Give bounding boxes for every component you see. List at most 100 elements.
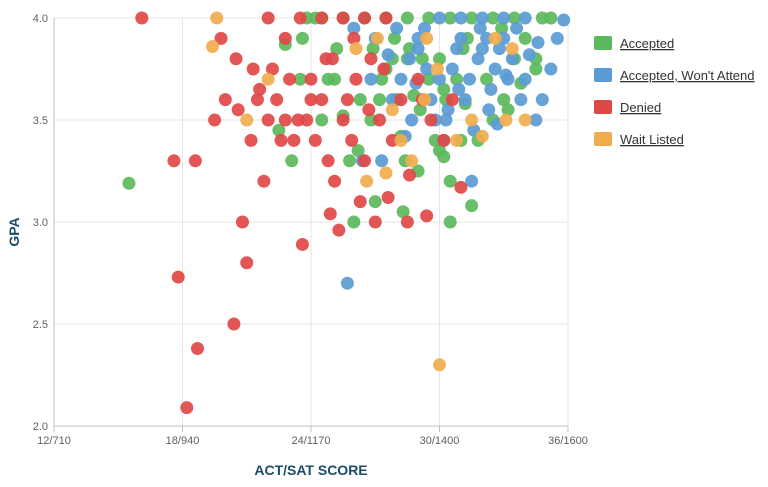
data-point [471,52,485,66]
data-point [390,21,404,35]
data-point [394,133,408,147]
data-point [454,31,468,45]
legend-item[interactable]: Wait Listed [594,132,684,147]
data-point [413,103,427,117]
data-point [420,209,434,223]
data-point [345,133,359,147]
data-point [433,72,446,86]
legend-swatch [594,132,612,146]
data-point [265,62,279,76]
data-point [347,21,361,35]
data-point [261,11,275,25]
data-point [214,31,228,45]
data-point [411,42,425,56]
data-point [473,21,487,35]
data-point [433,11,446,25]
data-point [229,52,243,66]
data-point [388,31,402,45]
data-point [293,72,307,86]
data-point [465,11,479,25]
data-point [443,174,457,188]
data-point [261,72,275,86]
data-point [246,62,260,76]
legend-swatch [594,68,612,82]
data-point [529,62,543,76]
data-point [385,103,399,117]
legend-item[interactable]: Accepted, Won't Attend [594,68,755,83]
data-point [347,31,361,45]
data-point [370,31,384,45]
data-point [518,113,532,127]
y-tick-label: 4.0 [33,13,48,25]
legend-label[interactable]: Wait Listed [620,132,684,147]
data-point [285,154,299,168]
x-axis-ticks: 12/710 18/940 24/1170 30/1400 36/1600 [37,435,588,447]
data-point [218,93,232,107]
legend-label[interactable]: Accepted, Won't Attend [620,68,755,83]
legend-label[interactable]: Accepted [620,36,674,51]
legend-item[interactable]: Accepted [594,36,674,51]
y-axis-ticks: 2.0 2.5 3.0 3.5 4.0 [33,13,48,433]
x-tick-label: 36/1600 [548,435,588,447]
data-point [358,154,372,168]
data-point [180,401,194,415]
data-point [396,205,410,219]
data-point [499,113,513,127]
data-point [433,52,446,66]
data-point [475,42,489,56]
y-tick-label: 3.5 [33,115,48,127]
data-point [550,31,564,45]
chart-legend[interactable]: Accepted Accepted, Won't Attend Denied Wait… [594,36,755,147]
data-point [167,154,181,168]
x-tick-label: 30/1400 [420,435,460,447]
data-point [272,123,286,137]
data-point [518,31,532,45]
data-point [418,21,432,35]
data-point [188,154,202,168]
data-point [347,215,361,229]
data-point [253,82,267,96]
data-point [377,62,391,76]
data-point [462,72,476,86]
data-point [373,113,387,127]
series-2 [135,11,468,415]
data-point [190,341,204,355]
data-point [366,42,380,56]
data-point [422,72,436,86]
data-point [497,93,511,107]
data-point [415,52,429,66]
data-point [368,195,382,209]
data-point [304,72,318,86]
data-point [304,93,318,107]
data-point [244,133,258,147]
data-point [488,62,502,76]
data-point [441,103,455,117]
data-point [250,93,264,107]
data-point [458,93,472,107]
data-point [505,52,519,66]
data-point [495,21,509,35]
data-point [482,103,496,117]
y-tick-label: 2.5 [33,319,48,331]
data-point [373,93,387,107]
data-point [323,207,337,221]
legend-item[interactable]: Denied [594,100,661,115]
data-point [295,31,309,45]
data-point [403,168,417,182]
y-tick-label: 3.0 [33,217,48,229]
data-point [358,11,372,25]
data-point [488,31,502,45]
data-point [418,93,432,107]
data-point [210,11,224,25]
data-point [452,82,466,96]
data-point [475,129,489,143]
data-point [240,113,254,127]
data-point [278,31,292,45]
data-point [443,215,457,229]
data-point [353,93,367,107]
data-point [332,223,346,237]
legend-label[interactable]: Denied [620,100,661,115]
data-point [368,215,382,229]
data-point [400,11,414,25]
